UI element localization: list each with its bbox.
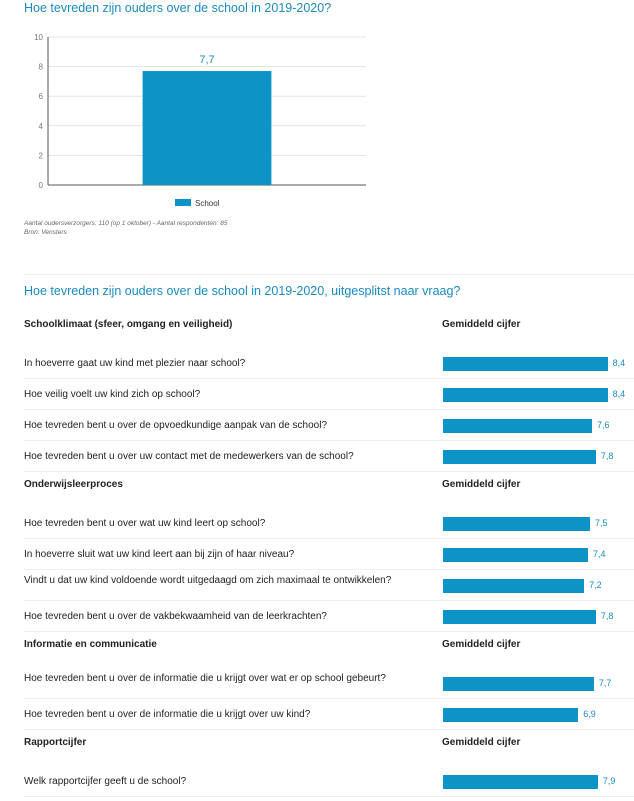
section-header: Schoolklimaat (sfeer, omgang en veilighe… xyxy=(24,312,634,348)
question-text: Hoe tevreden bent u over wat uw kind lee… xyxy=(24,518,266,529)
score-bar xyxy=(443,450,596,464)
bar xyxy=(142,71,272,185)
question-row: In hoeverre sluit wat uw kind leert aan … xyxy=(24,539,634,570)
question-row: Hoe tevreden bent u over de informatie d… xyxy=(24,668,634,699)
y-tick-label: 2 xyxy=(39,151,44,160)
question-text: Welk rapportcijfer geeft u de school? xyxy=(24,776,187,787)
question-row: Welk rapportcijfer geeft u de school? 7,9 xyxy=(24,766,634,797)
score-bar xyxy=(443,579,585,593)
question-row: Hoe veilig voelt uw kind zich op school?… xyxy=(24,379,634,410)
score-bar xyxy=(443,677,594,691)
question-text: Hoe tevreden bent u over de informatie d… xyxy=(24,673,386,684)
y-tick-label: 0 xyxy=(39,181,44,190)
legend-swatch xyxy=(175,199,191,206)
question-row: Hoe tevreden bent u over wat uw kind lee… xyxy=(24,508,634,539)
score-bar xyxy=(443,708,579,722)
question-row: Hoe tevreden bent u over uw contact met … xyxy=(24,441,634,472)
divider xyxy=(24,274,634,275)
score-value: 7,9 xyxy=(602,776,616,786)
section-title: Informatie en communicatie xyxy=(24,639,157,650)
score-bar xyxy=(443,419,592,433)
breakdown-title: Hoe tevreden zijn ouders over de school … xyxy=(24,284,461,298)
question-row: Vindt u dat uw kind voldoende wordt uitg… xyxy=(24,570,634,601)
score-value: 7,6 xyxy=(596,420,610,430)
score-value: 8,4 xyxy=(612,358,626,368)
score-bar xyxy=(443,775,598,789)
question-row: Hoe tevreden bent u over de opvoedkundig… xyxy=(24,410,634,441)
score-value: 7,2 xyxy=(589,580,602,590)
question-text: In hoeverre sluit wat uw kind leert aan … xyxy=(24,549,295,560)
score-bar xyxy=(443,610,596,624)
y-tick-label: 10 xyxy=(34,33,43,42)
question-row: Hoe tevreden bent u over de informatie d… xyxy=(24,699,634,730)
question-row: In hoeverre gaat uw kind met plezier naa… xyxy=(24,348,634,379)
question-text: Vindt u dat uw kind voldoende wordt uitg… xyxy=(24,575,392,586)
score-value: 7,8 xyxy=(600,611,614,621)
y-tick-label: 6 xyxy=(39,92,44,101)
score-bar xyxy=(443,548,589,562)
source-note: Bron: Vensters xyxy=(24,229,67,236)
legend-label: School xyxy=(195,199,220,208)
section-title: Onderwijsleerproces xyxy=(24,479,123,490)
question-text: Hoe tevreden bent u over uw contact met … xyxy=(24,451,354,462)
chart-title: Hoe tevreden zijn ouders over de school … xyxy=(24,1,332,15)
respondents-note: Aantal oudersverzorgers: 110 (op 1 oktob… xyxy=(24,220,228,227)
score-value: 8,4 xyxy=(612,389,626,399)
score-bar xyxy=(443,357,608,371)
bar-chart: 0 2 4 6 8 10 7,7 School xyxy=(34,33,366,208)
average-column-label: Gemiddeld cijfer xyxy=(442,737,521,748)
score-value: 7,5 xyxy=(595,518,608,528)
section-title: Rapportcijfer xyxy=(24,737,87,748)
score-value: 7,4 xyxy=(593,549,606,559)
score-value: 6,9 xyxy=(583,709,596,719)
average-column-label: Gemiddeld cijfer xyxy=(442,319,521,330)
average-column-label: Gemiddeld cijfer xyxy=(442,639,521,650)
section-header: Onderwijsleerproces Gemiddeld cijfer xyxy=(24,472,634,508)
score-bar xyxy=(443,388,608,402)
question-text: Hoe tevreden bent u over de opvoedkundig… xyxy=(24,420,328,431)
question-text: Hoe veilig voelt uw kind zich op school? xyxy=(24,389,201,400)
score-value: 7,8 xyxy=(600,451,614,461)
section-title: Schoolklimaat (sfeer, omgang en veilighe… xyxy=(24,319,233,330)
average-column-label: Gemiddeld cijfer xyxy=(442,479,521,490)
section-header: Informatie en communicatie Gemiddeld cijf… xyxy=(24,632,634,668)
question-text: In hoeverre gaat uw kind met plezier naa… xyxy=(24,358,246,369)
y-tick-label: 4 xyxy=(39,122,44,131)
question-text: Hoe tevreden bent u over de vakbekwaamhe… xyxy=(24,611,327,622)
question-row: Hoe tevreden bent u over de vakbekwaamhe… xyxy=(24,601,634,632)
score-bar xyxy=(443,517,590,531)
score-value: 7,7 xyxy=(598,678,612,688)
section-header: Rapportcijfer Gemiddeld cijfer xyxy=(24,730,634,766)
data-label: 7,7 xyxy=(199,54,214,66)
question-text: Hoe tevreden bent u over de informatie d… xyxy=(24,709,311,720)
y-tick-label: 8 xyxy=(39,63,44,72)
